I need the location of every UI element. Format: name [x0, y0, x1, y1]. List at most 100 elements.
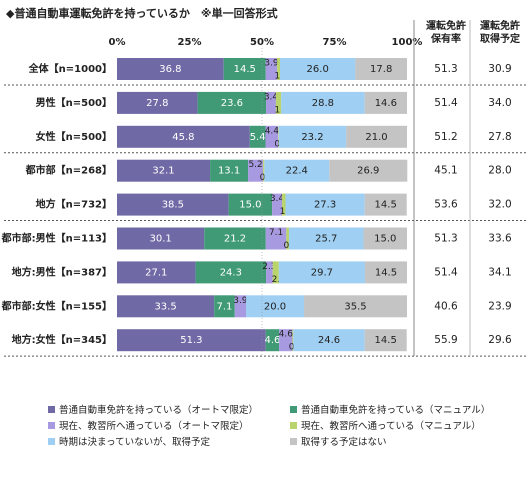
plan-value: 29.6	[488, 334, 512, 346]
bar-segment	[265, 227, 287, 250]
category-label: 女性【n=500】	[36, 130, 112, 143]
category-label: 都市部:男性【n=113】	[1, 232, 112, 245]
category-label: 地方:女性【n=345】	[12, 333, 112, 346]
bar-segment	[117, 261, 196, 284]
legend-swatch	[48, 421, 55, 429]
bar-segment	[234, 295, 247, 318]
bar-segment	[281, 91, 365, 114]
bar-value-label: 13.1	[218, 166, 240, 177]
bar-segment	[117, 295, 215, 318]
category-label: 地方【n=732】	[36, 198, 112, 211]
bar-segment	[278, 125, 347, 148]
legend-swatch	[290, 421, 297, 429]
plan-value: 23.9	[488, 300, 511, 312]
bar-value-label: 4.6	[264, 335, 280, 346]
bar-segment	[304, 295, 407, 318]
legend-label: 現在、教習所へ通っている（オートマ限定）	[59, 421, 249, 432]
bar-segment	[249, 125, 266, 148]
col-header-plan: 運転免許 取得予定	[470, 20, 530, 46]
holding-rate-value: 51.3	[434, 63, 457, 75]
bar-value-label: 4.6	[279, 330, 294, 340]
bar-value-label: 7.1	[269, 228, 283, 238]
bar-segment	[292, 329, 294, 352]
plan-value: 34.0	[488, 97, 511, 109]
bar-value-label: 3.9	[233, 296, 248, 306]
bar-segment	[214, 295, 235, 318]
bar-segment	[195, 261, 267, 284]
bar-segment	[279, 58, 356, 80]
x-tick-label: 0%	[109, 37, 126, 48]
bar-segment	[117, 193, 229, 216]
bar-segment	[117, 329, 266, 352]
bar-segment	[364, 91, 407, 114]
bar-segment	[263, 159, 265, 182]
holding-rate-value: 40.6	[434, 300, 458, 312]
x-tick-label: 100%	[392, 37, 423, 48]
bar-value-label: 14.6	[375, 98, 397, 109]
bar-value-label: 38.5	[162, 200, 184, 211]
plan-value: 32.0	[488, 199, 511, 211]
bar-value-label: 51.3	[180, 335, 202, 346]
col-header-holding-rate-line1: 運転免許	[426, 21, 466, 32]
legend-swatch	[48, 405, 55, 413]
category-label: 男性【n=500】	[36, 96, 112, 109]
legend-label: 普通自動車免許を持っている（オートマ限定）	[59, 405, 259, 416]
bar-value-label: 33.5	[154, 301, 176, 312]
plan-value: 27.8	[488, 131, 511, 143]
plan-value: 30.9	[488, 63, 511, 75]
legend-label: 時期は決まっていないが、取得予定	[59, 437, 210, 448]
legend-item: 時期は決まっていないが、取得予定	[48, 434, 210, 448]
bar-segment	[265, 58, 278, 80]
bar-value-label: 28.8	[312, 98, 334, 109]
col-header-holding-rate-line2: 保有率	[431, 34, 461, 45]
bar-value-label: 2.3	[262, 262, 276, 272]
bar-segment	[277, 58, 280, 80]
bar-value-label: 3.4	[264, 92, 279, 102]
bar-value-label: 32.1	[152, 166, 174, 177]
bar-value-label: 23.6	[221, 98, 243, 109]
plan-value: 34.1	[488, 266, 511, 278]
bar-segment	[282, 193, 286, 216]
bar-value-label: 2.1	[272, 275, 286, 285]
bar-value-label: 7.1	[216, 301, 232, 312]
bar-value-label: 45.8	[172, 132, 194, 143]
legend-swatch	[290, 437, 297, 445]
bar-segment	[265, 125, 279, 148]
bar-value-label: 27.8	[146, 98, 168, 109]
bar-segment	[272, 261, 279, 284]
legend-label: 普通自動車免許を持っている（マニュアル）	[301, 405, 491, 416]
legend-label: 取得する予定はない	[301, 437, 387, 448]
bar-segment	[265, 329, 280, 352]
x-tick-label: 75%	[323, 37, 347, 48]
bar-segment	[210, 159, 249, 182]
bar-segment	[117, 91, 198, 114]
bar-segment	[197, 91, 267, 114]
bar-value-label: 23.2	[301, 132, 323, 143]
bar-value-label: 26.9	[357, 166, 379, 177]
category-label: 都市部:女性【n=155】	[1, 299, 112, 312]
bar-value-label: 20.0	[264, 301, 286, 312]
bar-value-label: 27.3	[314, 200, 336, 211]
legend-item: 取得する予定はない	[290, 434, 387, 448]
bar-segment	[364, 329, 407, 352]
x-tick-label: 25%	[178, 37, 202, 48]
bar-segment	[117, 58, 224, 80]
bar-segment	[266, 91, 276, 114]
bar-segment	[264, 159, 330, 182]
holding-rate-value: 51.3	[434, 233, 457, 245]
bar-value-label: 17.8	[370, 64, 392, 75]
bar-value-label: 21.2	[224, 234, 246, 245]
chart-title: ◆普通自動車運転免許を持っているか ※単一回答形式	[6, 7, 278, 20]
legend-label: 現在、教習所へ通っている（マニュアル）	[301, 421, 481, 432]
holding-rate-value: 55.9	[434, 334, 457, 346]
bar-segment	[288, 227, 364, 250]
bar-value-label: 35.5	[344, 301, 366, 312]
bar-segment	[228, 193, 273, 216]
bar-segment	[266, 261, 273, 284]
holding-rate-value: 51.4	[434, 97, 458, 109]
bar-segment	[293, 329, 365, 352]
holding-rate-value: 53.6	[434, 199, 458, 211]
bar-segment	[272, 193, 283, 216]
x-tick-label: 50%	[250, 37, 274, 48]
